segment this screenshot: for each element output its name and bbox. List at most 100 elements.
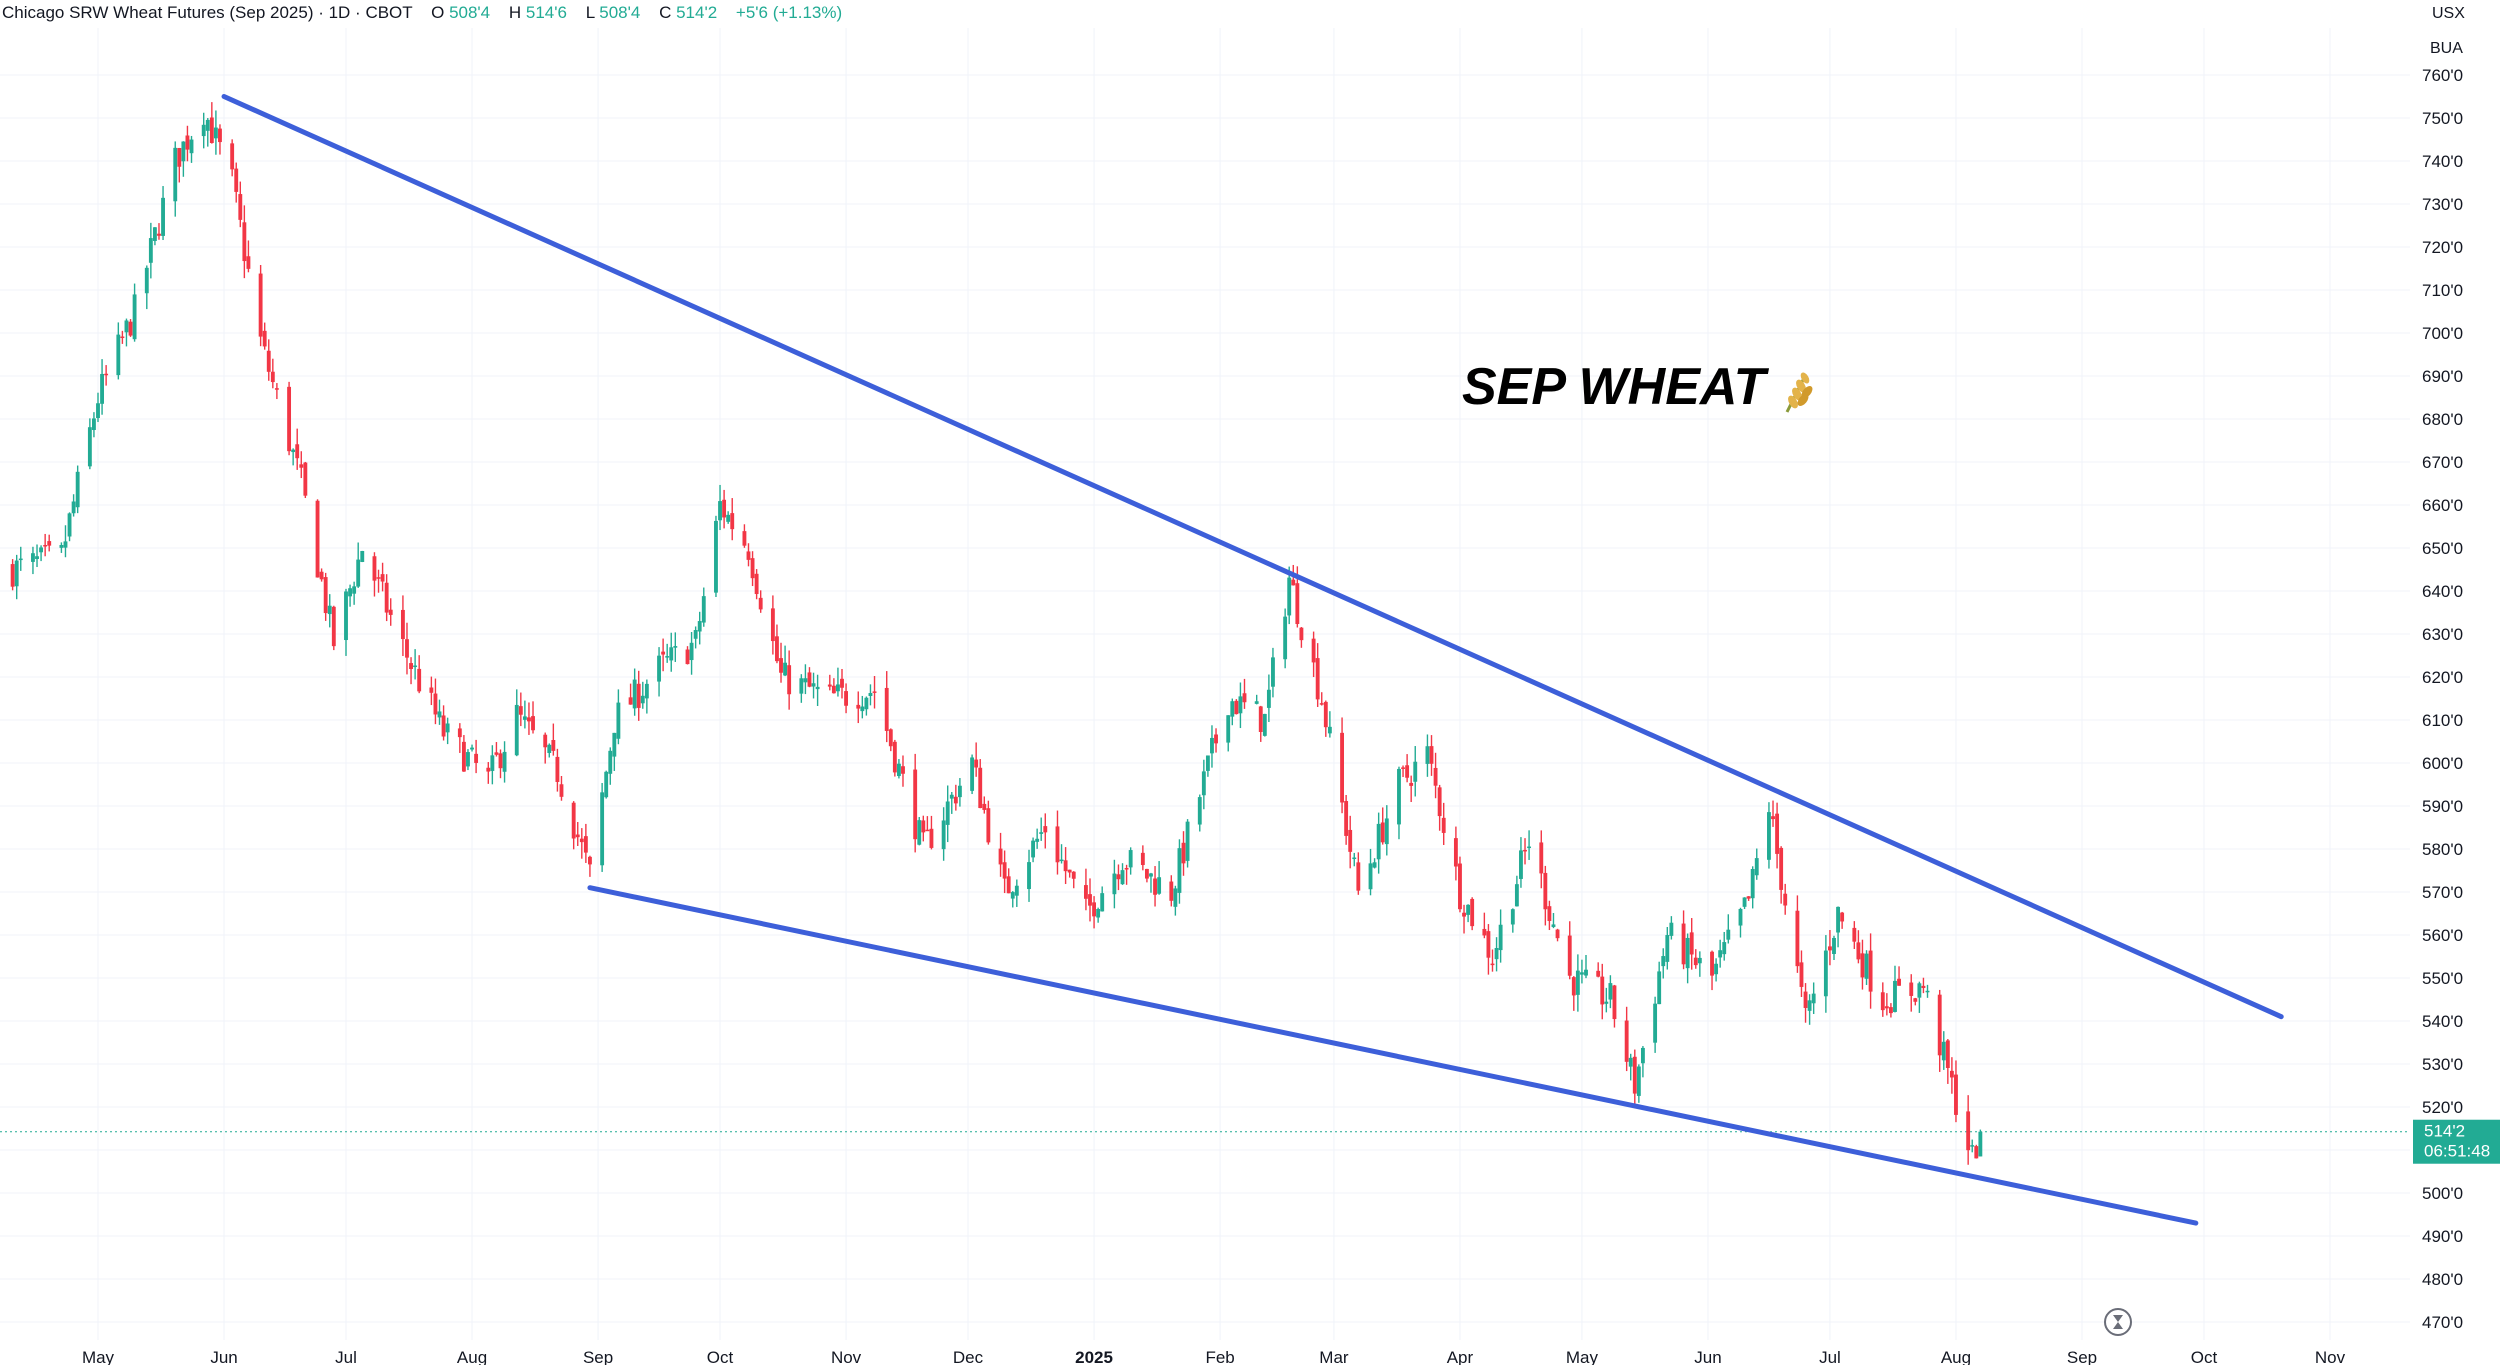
- candle-body: [1653, 1003, 1658, 1043]
- candle-body: [1234, 700, 1239, 715]
- candle-body: [604, 771, 609, 798]
- candle-body: [722, 499, 727, 518]
- candle-body: [75, 471, 80, 508]
- price-tick-label: 740'0: [2422, 152, 2463, 171]
- candle-body: [636, 683, 641, 708]
- candle-body: [299, 464, 304, 468]
- time-tick-label: Jun: [210, 1348, 237, 1365]
- candle-body: [1201, 771, 1206, 796]
- candle-body: [262, 330, 267, 347]
- candle-body: [644, 683, 649, 699]
- unit-label[interactable]: BUA: [2430, 40, 2463, 57]
- candle-body: [1567, 935, 1572, 976]
- candle-body: [331, 606, 336, 647]
- candle-body: [1970, 1145, 1975, 1147]
- candle-body: [1498, 924, 1503, 951]
- candle-body: [689, 642, 694, 661]
- candle-body: [575, 834, 580, 838]
- candle-body: [1754, 858, 1759, 876]
- candle-body: [270, 371, 275, 383]
- candle-body: [409, 663, 413, 669]
- candle-body: [860, 706, 865, 712]
- candle-body: [1205, 755, 1210, 771]
- change-value: +5'6 (+1.13%): [736, 3, 842, 22]
- candle-body: [1718, 950, 1723, 958]
- candle-body: [1742, 897, 1747, 907]
- symbol-title: Chicago SRW Wheat Futures (Sep 2025) · 1…: [2, 3, 412, 22]
- candle-body: [1555, 929, 1560, 939]
- price-axis[interactable]: USX BUA: [2430, 5, 2465, 57]
- candle-body: [856, 704, 861, 709]
- candle-body: [669, 647, 674, 661]
- candle-body: [1799, 962, 1804, 987]
- candle-body: [205, 119, 210, 131]
- candle-body: [1864, 953, 1869, 979]
- candle-body: [1681, 923, 1686, 965]
- price-tick-label: 650'0: [2422, 539, 2463, 558]
- candle-body: [1035, 838, 1040, 842]
- price-axis-ticks: 760'0 750'0 740'0 730'0 720'0 710'0 700'0 690'0…: [2422, 66, 2463, 1332]
- candle-body: [1323, 701, 1328, 728]
- candle-body: [1262, 713, 1267, 736]
- candle-body: [1937, 994, 1942, 1056]
- candle-body: [1149, 873, 1153, 877]
- candle-body: [1945, 1040, 1950, 1068]
- candle-body: [1128, 850, 1133, 868]
- candle-body: [303, 462, 308, 496]
- candle-body: [1153, 878, 1157, 895]
- candle-body: [201, 124, 206, 137]
- candle-body: [1547, 906, 1552, 921]
- svg-text:Chicago SRW Wheat Futures (Sep: Chicago SRW Wheat Futures (Sep 2025) · 1…: [2, 3, 842, 22]
- price-tick-label: 600'0: [2422, 754, 2463, 773]
- price-tick-label: 580'0: [2422, 840, 2463, 859]
- candle-body: [128, 321, 133, 336]
- candle-body: [588, 856, 592, 865]
- candle-body: [433, 693, 438, 715]
- candle-body: [344, 591, 348, 641]
- price-tick-label: 630'0: [2422, 625, 2463, 644]
- trendline-lower[interactable]: [587, 885, 2199, 1226]
- candle-body: [600, 792, 605, 866]
- candle-body: [986, 808, 991, 843]
- trendlines[interactable]: [221, 94, 2284, 1226]
- currency-label[interactable]: USX: [2432, 5, 2465, 22]
- candle-body: [1429, 746, 1434, 764]
- candle-body: [352, 586, 357, 594]
- candle-body: [1039, 832, 1044, 834]
- candle-body: [1116, 874, 1121, 880]
- candle-body: [417, 668, 422, 692]
- candle-body: [815, 686, 820, 690]
- candle-body: [47, 541, 52, 546]
- candle-body: [1612, 985, 1617, 1020]
- candle-body: [1539, 842, 1544, 874]
- candle-body: [1470, 898, 1475, 927]
- candle-body: [266, 350, 271, 372]
- candle-body: [1380, 822, 1385, 843]
- candle-body: [811, 683, 816, 687]
- candle-body: [685, 649, 690, 665]
- candle-body: [1453, 838, 1458, 867]
- price-tick-label: 640'0: [2422, 582, 2463, 601]
- candle-body: [657, 655, 661, 682]
- time-axis[interactable]: May Jun Jul Aug Sep Oct Nov Dec 2025 Feb Mar Apr May…: [82, 1348, 2346, 1367]
- trendline-upper[interactable]: [221, 94, 2284, 1020]
- candle-body: [1071, 871, 1076, 879]
- candle-body: [888, 729, 893, 747]
- price-tick-label: 750'0: [2422, 109, 2463, 128]
- replay-clock-icon[interactable]: [2104, 1308, 2132, 1336]
- candle-body: [31, 553, 35, 562]
- candle-body: [1242, 693, 1247, 703]
- price-tick-label: 620'0: [2422, 668, 2463, 687]
- candle-body: [1425, 746, 1430, 764]
- candle-body: [718, 501, 722, 521]
- candle-body: [925, 829, 930, 832]
- candle-body: [474, 753, 479, 763]
- candle-body: [1490, 963, 1495, 966]
- candle-body: [868, 693, 873, 697]
- candle-body: [1840, 912, 1845, 922]
- candle-body: [67, 513, 72, 537]
- chart-annotation[interactable]: SEP WHEAT: [1462, 358, 1770, 416]
- candle-body: [1006, 876, 1011, 894]
